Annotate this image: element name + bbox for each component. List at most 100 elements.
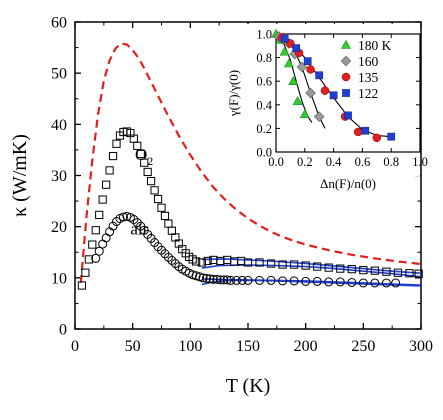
inset-background <box>224 24 420 176</box>
inset-data-point <box>292 96 303 106</box>
gamma-zero-curve <box>79 42 422 283</box>
inset-y-tick-label: 0.8 <box>256 51 272 65</box>
inset-data-point <box>320 86 330 95</box>
air-data-point <box>212 274 222 284</box>
o2-data-point <box>164 219 173 228</box>
o2-data-point <box>167 226 176 235</box>
inset-data-point <box>283 58 294 68</box>
x-tick-label: 300 <box>409 338 433 355</box>
inset-data-point <box>280 34 289 43</box>
x-tick-label: 50 <box>125 338 141 355</box>
o2-data-point <box>223 255 232 265</box>
inset-x-tick-label: 0.0 <box>268 155 284 169</box>
o2-data-point <box>98 195 107 204</box>
air-data-point <box>231 275 241 285</box>
o2-data-point <box>105 166 114 175</box>
air-data-point <box>347 277 357 287</box>
inset-data-point <box>387 132 396 141</box>
air-data-point <box>312 276 322 286</box>
o2-data-point <box>347 265 356 274</box>
o2-data-point <box>143 167 152 177</box>
inset-legend-marker <box>340 55 352 67</box>
inset-data-point <box>292 44 301 53</box>
x-axis-label: T (K) <box>226 375 271 397</box>
inset-x-tick-label: 1.0 <box>412 155 428 169</box>
o2-data-point <box>102 180 111 189</box>
air-data-point <box>324 277 334 287</box>
inset-data-point <box>313 111 325 122</box>
inset-data-point <box>299 109 310 119</box>
o2-data-point <box>405 269 414 278</box>
annotation-label: O2 <box>135 145 153 168</box>
inset-y-tick-label: 0.6 <box>256 75 272 89</box>
air-data-point <box>335 277 345 287</box>
o2-data-point <box>150 186 159 195</box>
air-data-point <box>98 239 108 249</box>
air-data-point <box>215 275 225 285</box>
inset-legend-marker <box>342 89 350 97</box>
o2-data-point <box>290 260 299 269</box>
o2-data-point <box>243 258 253 267</box>
air-data-point <box>381 278 391 288</box>
y-tick-label: 10 <box>51 270 67 287</box>
inset-data-point <box>279 46 290 56</box>
y-tick-label: 20 <box>51 219 67 236</box>
inset-legend-label: 122 <box>358 86 378 101</box>
o2-data-point <box>88 240 97 249</box>
air-data-point <box>289 276 299 286</box>
inset-legend-marker <box>341 72 351 82</box>
inset-legend-marker <box>340 39 352 49</box>
inset-data-point <box>372 133 382 143</box>
o2-data-point <box>236 256 246 266</box>
y-tick-label: 0 <box>59 322 67 339</box>
y-tick-label: 50 <box>51 66 67 83</box>
inset-data-point <box>296 61 308 73</box>
inset-x-tick-label: 0.8 <box>383 155 399 169</box>
o2-data-point <box>301 261 310 270</box>
air-data-point <box>108 221 118 231</box>
o2-data-point <box>136 149 145 159</box>
air-data-point <box>167 255 177 265</box>
o2-data-point <box>382 267 391 276</box>
o2-data-point <box>266 259 276 268</box>
inset-data-point <box>329 91 338 100</box>
air-data-point <box>208 274 218 284</box>
inset-data-point <box>288 76 299 85</box>
inset-data-point <box>353 127 363 137</box>
inset-points <box>270 28 396 143</box>
annotation-subscript: 2 <box>147 154 153 168</box>
air-data-point <box>201 273 211 283</box>
o2-data-point <box>112 139 121 148</box>
o2-data-point <box>359 266 368 275</box>
inset-legend-label: 160 <box>358 54 379 69</box>
o2-data-point <box>95 210 104 219</box>
inset-x-tick-label: 0.6 <box>355 155 371 169</box>
x-tick-label: 0 <box>71 338 79 355</box>
inset-y-axis-label: γ(F)/γ(0) <box>226 70 241 117</box>
inset-data-point <box>344 111 352 120</box>
air-data-point <box>370 278 380 288</box>
o2-data-point <box>324 263 333 272</box>
air-data-point <box>391 278 401 288</box>
o2-data-point <box>77 281 87 290</box>
air-data-point <box>195 272 205 282</box>
o2-data-point <box>157 203 166 212</box>
y-tick-label: 60 <box>51 15 67 32</box>
air-data-point <box>170 259 180 269</box>
fit-curve <box>201 279 422 287</box>
inset-legend-label: 180 K <box>358 38 392 53</box>
air-data-point <box>198 273 208 283</box>
o2-data-point <box>81 268 90 277</box>
air-data-point <box>237 275 247 285</box>
o2-data-point <box>84 255 93 264</box>
air-data-point <box>243 275 253 285</box>
inset-data-point <box>315 71 324 80</box>
x-tick-label: 250 <box>351 338 375 355</box>
x-tick-label: 100 <box>178 338 202 355</box>
inset-plot-frame <box>275 33 421 153</box>
inset-legend-label: 135 <box>358 70 379 85</box>
air-data-point <box>226 275 236 285</box>
y-tick-label: 30 <box>51 168 67 185</box>
